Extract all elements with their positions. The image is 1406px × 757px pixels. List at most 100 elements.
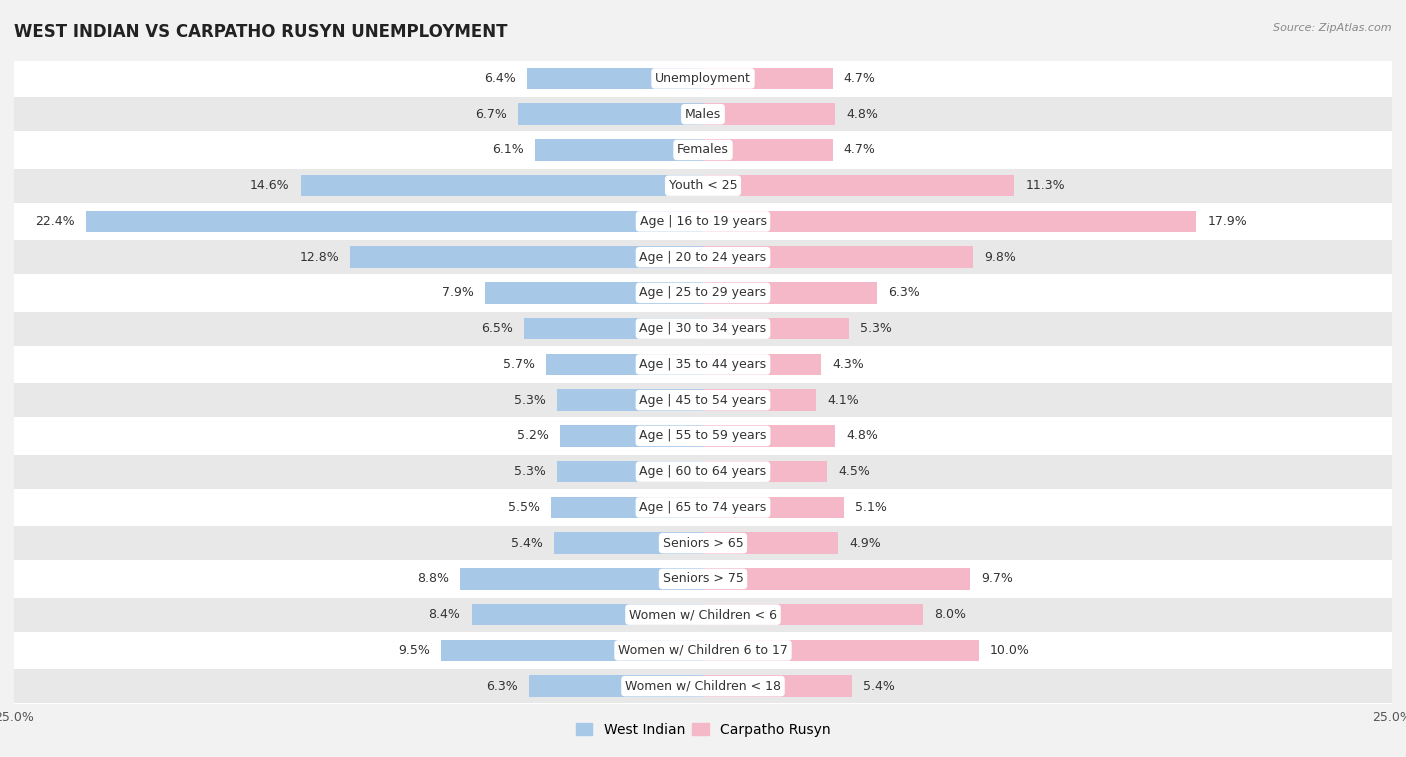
Text: 12.8%: 12.8%: [299, 251, 339, 263]
Text: Males: Males: [685, 107, 721, 120]
Text: Women w/ Children < 18: Women w/ Children < 18: [626, 680, 780, 693]
Bar: [703, 604, 924, 625]
Bar: [14, 204, 1392, 239]
Bar: [14, 633, 1392, 668]
Bar: [14, 132, 1392, 168]
Bar: [14, 347, 1392, 382]
Text: Women w/ Children < 6: Women w/ Children < 6: [628, 608, 778, 621]
Bar: [441, 640, 703, 661]
Bar: [301, 175, 703, 196]
Bar: [14, 275, 1392, 311]
Bar: [14, 311, 1392, 347]
Text: 5.4%: 5.4%: [512, 537, 543, 550]
Text: 6.3%: 6.3%: [887, 286, 920, 300]
Text: 5.3%: 5.3%: [860, 322, 891, 335]
Text: 22.4%: 22.4%: [35, 215, 75, 228]
Text: Youth < 25: Youth < 25: [669, 179, 737, 192]
Bar: [534, 139, 703, 160]
Text: 4.9%: 4.9%: [849, 537, 880, 550]
Text: 6.5%: 6.5%: [481, 322, 513, 335]
Text: Age | 55 to 59 years: Age | 55 to 59 years: [640, 429, 766, 442]
Bar: [703, 389, 815, 411]
Text: 11.3%: 11.3%: [1025, 179, 1066, 192]
Text: 8.4%: 8.4%: [429, 608, 461, 621]
Text: 5.5%: 5.5%: [509, 501, 540, 514]
Bar: [703, 139, 832, 160]
Text: 5.3%: 5.3%: [515, 465, 546, 478]
Bar: [461, 569, 703, 590]
Text: Women w/ Children 6 to 17: Women w/ Children 6 to 17: [619, 644, 787, 657]
Text: 4.3%: 4.3%: [832, 358, 865, 371]
Text: Seniors > 65: Seniors > 65: [662, 537, 744, 550]
Bar: [471, 604, 703, 625]
Bar: [703, 354, 821, 375]
Bar: [703, 318, 849, 339]
Text: 4.7%: 4.7%: [844, 143, 876, 157]
Bar: [519, 104, 703, 125]
Bar: [703, 497, 844, 518]
Text: Unemployment: Unemployment: [655, 72, 751, 85]
Bar: [703, 675, 852, 697]
Text: Age | 45 to 54 years: Age | 45 to 54 years: [640, 394, 766, 407]
Bar: [14, 61, 1392, 96]
Bar: [546, 354, 703, 375]
Text: 17.9%: 17.9%: [1208, 215, 1247, 228]
Text: 9.7%: 9.7%: [981, 572, 1014, 585]
Text: Age | 20 to 24 years: Age | 20 to 24 years: [640, 251, 766, 263]
Text: Females: Females: [678, 143, 728, 157]
Text: Source: ZipAtlas.com: Source: ZipAtlas.com: [1274, 23, 1392, 33]
Bar: [14, 96, 1392, 132]
Text: 7.9%: 7.9%: [443, 286, 474, 300]
Bar: [350, 247, 703, 268]
Text: 6.1%: 6.1%: [492, 143, 524, 157]
Text: Age | 65 to 74 years: Age | 65 to 74 years: [640, 501, 766, 514]
Bar: [14, 418, 1392, 453]
Bar: [551, 497, 703, 518]
Bar: [86, 210, 703, 232]
Bar: [14, 597, 1392, 633]
Text: 4.5%: 4.5%: [838, 465, 870, 478]
Text: 10.0%: 10.0%: [990, 644, 1029, 657]
Bar: [14, 382, 1392, 418]
Text: Seniors > 75: Seniors > 75: [662, 572, 744, 585]
Text: 4.1%: 4.1%: [827, 394, 859, 407]
Text: 5.4%: 5.4%: [863, 680, 894, 693]
Text: 4.8%: 4.8%: [846, 429, 879, 442]
Bar: [703, 461, 827, 482]
Text: 6.3%: 6.3%: [486, 680, 519, 693]
Text: 8.0%: 8.0%: [935, 608, 966, 621]
Bar: [703, 640, 979, 661]
Bar: [703, 210, 1197, 232]
Text: Age | 25 to 29 years: Age | 25 to 29 years: [640, 286, 766, 300]
Text: 4.7%: 4.7%: [844, 72, 876, 85]
Bar: [703, 532, 838, 554]
Bar: [530, 675, 703, 697]
Bar: [703, 282, 876, 304]
Bar: [527, 67, 703, 89]
Text: 4.8%: 4.8%: [846, 107, 879, 120]
Bar: [703, 569, 970, 590]
Legend: West Indian, Carpatho Rusyn: West Indian, Carpatho Rusyn: [571, 717, 835, 742]
Bar: [554, 532, 703, 554]
Bar: [485, 282, 703, 304]
Bar: [14, 561, 1392, 597]
Text: 6.7%: 6.7%: [475, 107, 508, 120]
Text: 5.3%: 5.3%: [515, 394, 546, 407]
Text: WEST INDIAN VS CARPATHO RUSYN UNEMPLOYMENT: WEST INDIAN VS CARPATHO RUSYN UNEMPLOYME…: [14, 23, 508, 41]
Text: 6.4%: 6.4%: [484, 72, 516, 85]
Text: Age | 30 to 34 years: Age | 30 to 34 years: [640, 322, 766, 335]
Bar: [14, 239, 1392, 275]
Bar: [560, 425, 703, 447]
Text: 14.6%: 14.6%: [250, 179, 290, 192]
Bar: [557, 461, 703, 482]
Text: Age | 60 to 64 years: Age | 60 to 64 years: [640, 465, 766, 478]
Bar: [703, 247, 973, 268]
Text: Age | 16 to 19 years: Age | 16 to 19 years: [640, 215, 766, 228]
Bar: [14, 453, 1392, 490]
Text: 9.8%: 9.8%: [984, 251, 1017, 263]
Text: 5.7%: 5.7%: [503, 358, 534, 371]
Bar: [14, 490, 1392, 525]
Text: 9.5%: 9.5%: [398, 644, 430, 657]
Bar: [703, 104, 835, 125]
Text: 8.8%: 8.8%: [418, 572, 450, 585]
